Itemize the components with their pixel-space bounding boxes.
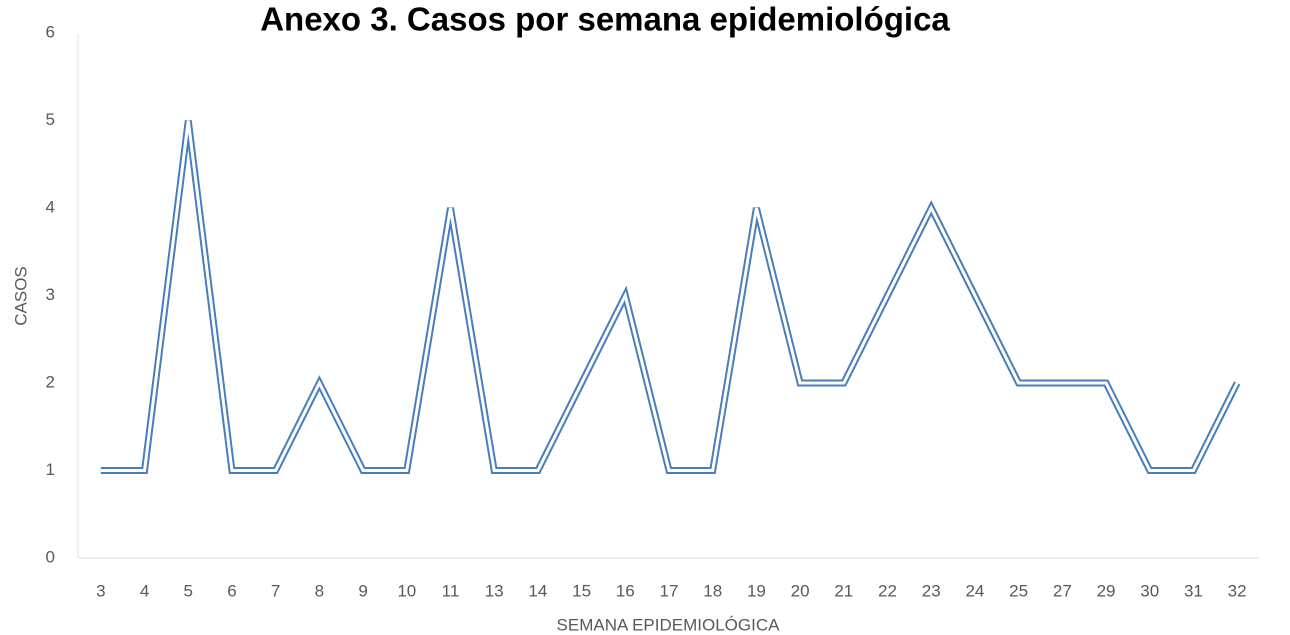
- x-tick-label: 9: [358, 581, 367, 600]
- x-axis-label: SEMANA EPIDEMIOLÓGICA: [557, 615, 781, 634]
- x-tick-label: 23: [922, 581, 941, 600]
- y-tick-label: 4: [46, 197, 55, 216]
- x-tick-label: 15: [572, 581, 591, 600]
- x-tick-label: 32: [1228, 581, 1247, 600]
- x-tick-label: 30: [1140, 581, 1159, 600]
- x-tick-label: 21: [834, 581, 853, 600]
- x-tick-label: 19: [747, 581, 766, 600]
- x-tick-label: 24: [965, 581, 984, 600]
- series-line-inner: [100, 120, 1239, 472]
- x-tick-label: 29: [1097, 581, 1116, 600]
- x-tick-label: 25: [1009, 581, 1028, 600]
- x-tick-label: 3: [96, 581, 105, 600]
- y-axis-label: CASOS: [11, 266, 30, 326]
- x-tick-label: 22: [878, 581, 897, 600]
- x-tick-label: 13: [485, 581, 504, 600]
- x-tick-label: 5: [184, 581, 193, 600]
- x-tick-label: 14: [528, 581, 547, 600]
- x-tick-label: 8: [315, 581, 324, 600]
- y-tick-label: 2: [46, 372, 55, 391]
- x-tick-label: 17: [660, 581, 679, 600]
- x-tick-label: 10: [397, 581, 416, 600]
- x-tick-label: 11: [442, 581, 460, 600]
- x-tick-label: 7: [271, 581, 280, 600]
- y-tick-label: 5: [46, 110, 55, 129]
- x-tick-label: 31: [1184, 581, 1203, 600]
- x-tick-label: 16: [616, 581, 635, 600]
- y-tick-label: 1: [46, 460, 55, 479]
- chart-title: Anexo 3. Casos por semana epidemiológica: [260, 1, 950, 38]
- y-tick-label: 0: [46, 547, 55, 566]
- x-tick-label: 27: [1053, 581, 1072, 600]
- x-tick-label: 20: [791, 581, 810, 600]
- y-tick-label: 6: [46, 22, 55, 41]
- y-tick-label: 3: [46, 285, 55, 304]
- x-tick-label: 4: [140, 581, 149, 600]
- x-tick-label: 18: [703, 581, 722, 600]
- x-tick-label: 6: [227, 581, 236, 600]
- series-line: [100, 120, 1241, 474]
